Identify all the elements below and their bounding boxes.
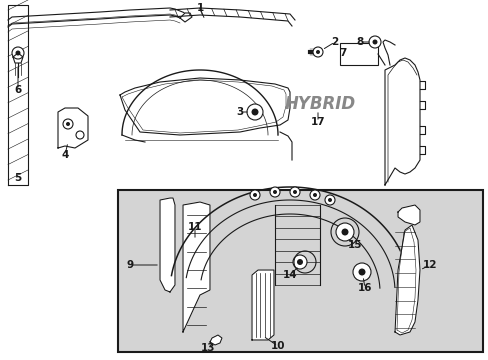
- Circle shape: [327, 198, 331, 202]
- Polygon shape: [394, 225, 419, 335]
- Circle shape: [249, 190, 260, 200]
- Bar: [339, 43, 377, 65]
- Text: 15: 15: [347, 240, 362, 250]
- Text: HYBRID: HYBRID: [284, 95, 355, 113]
- Circle shape: [289, 187, 299, 197]
- Text: 2: 2: [331, 37, 338, 47]
- Polygon shape: [209, 335, 222, 345]
- Polygon shape: [183, 202, 209, 332]
- Polygon shape: [160, 198, 175, 292]
- Polygon shape: [397, 205, 419, 225]
- Circle shape: [372, 40, 377, 45]
- Circle shape: [325, 195, 334, 205]
- Polygon shape: [180, 13, 192, 22]
- Circle shape: [358, 269, 365, 275]
- Text: 14: 14: [282, 270, 297, 280]
- Circle shape: [272, 190, 276, 194]
- Text: 16: 16: [357, 283, 371, 293]
- Text: 8: 8: [356, 37, 363, 47]
- Text: 5: 5: [14, 173, 21, 183]
- Polygon shape: [13, 53, 23, 63]
- Text: 12: 12: [422, 260, 436, 270]
- Bar: [118, 190, 482, 352]
- Circle shape: [296, 259, 303, 265]
- Circle shape: [312, 193, 316, 197]
- Circle shape: [12, 47, 24, 59]
- Polygon shape: [58, 108, 88, 148]
- Text: 3: 3: [236, 107, 243, 117]
- Circle shape: [315, 50, 319, 54]
- Circle shape: [309, 190, 319, 200]
- Circle shape: [352, 263, 370, 281]
- Circle shape: [292, 255, 306, 269]
- Circle shape: [66, 122, 70, 126]
- Circle shape: [269, 187, 280, 197]
- Text: 10: 10: [270, 341, 285, 351]
- Text: 6: 6: [14, 85, 21, 95]
- Circle shape: [292, 190, 296, 194]
- Circle shape: [246, 104, 263, 120]
- Text: 11: 11: [187, 222, 202, 232]
- Circle shape: [312, 47, 323, 57]
- Polygon shape: [120, 78, 289, 135]
- Text: 13: 13: [201, 343, 215, 353]
- Circle shape: [341, 229, 348, 235]
- Circle shape: [251, 108, 258, 116]
- Circle shape: [252, 193, 257, 197]
- Polygon shape: [251, 270, 273, 340]
- Text: 17: 17: [310, 117, 325, 127]
- Text: 1: 1: [196, 3, 203, 13]
- Polygon shape: [384, 58, 419, 185]
- Circle shape: [368, 36, 380, 48]
- Text: 4: 4: [61, 150, 68, 160]
- Text: 7: 7: [339, 48, 346, 58]
- Text: 9: 9: [126, 260, 133, 270]
- Polygon shape: [8, 5, 28, 185]
- Circle shape: [335, 223, 353, 241]
- Circle shape: [16, 50, 20, 55]
